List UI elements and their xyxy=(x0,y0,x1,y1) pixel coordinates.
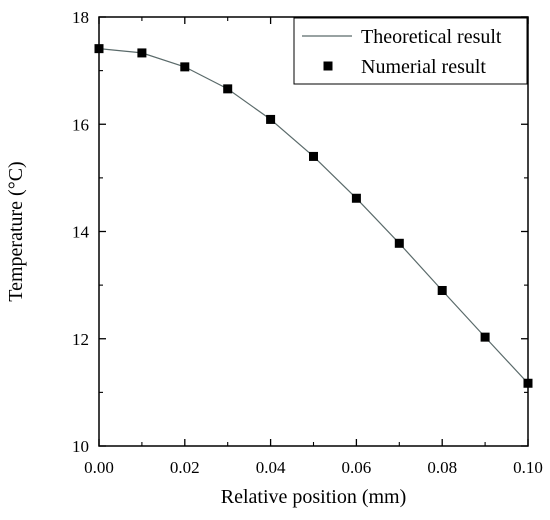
numerial-result-point xyxy=(480,332,490,342)
y-tick-label: 10 xyxy=(72,437,89,456)
theoretical-result-line xyxy=(98,48,529,384)
y-tick-label: 18 xyxy=(72,8,89,27)
y-axis-title: Temperature (°C) xyxy=(5,161,27,301)
y-tick-label: 16 xyxy=(72,115,89,134)
numerial-result-point xyxy=(394,238,404,248)
legend-box xyxy=(293,17,528,85)
legend-label-numerial: Numerial result xyxy=(361,56,486,78)
x-axis-title: Relative position (mm) xyxy=(221,486,407,508)
numerial-result-point xyxy=(180,62,190,72)
axis-tick-labels: 0.00 0.02 0.04 0.06 0.08 0.10 10 12 14 16 18 xyxy=(72,8,543,477)
x-tick-label: 0.00 xyxy=(84,458,114,477)
x-tick-label: 0.06 xyxy=(342,458,372,477)
numerial-result-point xyxy=(137,48,147,58)
series-layer xyxy=(94,44,533,388)
y-tick-label: 14 xyxy=(72,223,90,242)
numerial-result-point xyxy=(266,114,276,124)
x-tick-label: 0.02 xyxy=(170,458,200,477)
x-tick-label: 0.08 xyxy=(427,458,457,477)
legend-square-marker-swatch xyxy=(323,61,333,71)
x-tick-label: 0.04 xyxy=(256,458,286,477)
numerial-result-point xyxy=(437,285,447,295)
numerial-result-point xyxy=(309,151,318,161)
numerial-result-point xyxy=(223,84,233,94)
y-tick-label: 12 xyxy=(72,330,89,349)
numerial-result-point xyxy=(351,193,361,203)
plot-frame xyxy=(98,16,529,447)
legend: Theoretical result Numerial result xyxy=(293,17,528,85)
legend-label-theoretical: Theoretical result xyxy=(361,26,502,48)
x-tick-label: 0.10 xyxy=(513,458,543,477)
